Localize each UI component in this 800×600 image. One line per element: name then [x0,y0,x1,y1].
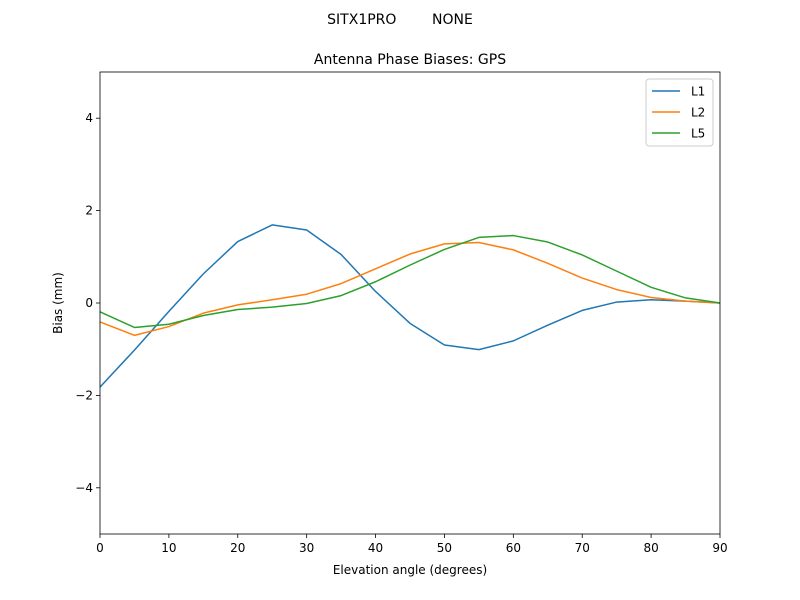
plot-area: 0 10 20 30 40 50 60 70 80 90 −4 −2 0 2 4 [75,71,728,555]
y-tick-label: 4 [85,111,93,125]
series-line-l2 [99,241,721,337]
y-tick-label: 0 [85,296,93,310]
series-line-l1 [99,224,721,388]
x-tick-label: 10 [161,541,176,555]
legend-label-l5: L5 [691,127,705,141]
series-line-l5 [99,234,721,329]
legend: L1 L2 L5 [645,78,714,147]
chart-title: Antenna Phase Biases: GPS [314,52,506,68]
x-tick-label: 20 [230,541,245,555]
y-tick-label: 2 [85,204,93,218]
y-tick-label: −4 [75,481,93,495]
y-axis-label: Bias (mm) [51,272,65,334]
y-tick-label: −2 [75,388,93,402]
x-tick-label: 90 [712,541,727,555]
legend-label-l1: L1 [691,85,705,99]
x-tick-label: 70 [575,541,590,555]
figure-suptitle: SITX1PRO NONE [327,12,473,28]
x-tick-label: 30 [299,541,314,555]
x-tick-label: 80 [643,541,658,555]
x-tick-label: 40 [368,541,383,555]
axes-frame [99,71,721,535]
x-tick-label: 50 [437,541,452,555]
x-tick-label: 60 [506,541,521,555]
x-tick-label: 0 [96,541,104,555]
legend-label-l2: L2 [691,106,705,120]
x-axis-label: Elevation angle (degrees) [333,563,487,577]
